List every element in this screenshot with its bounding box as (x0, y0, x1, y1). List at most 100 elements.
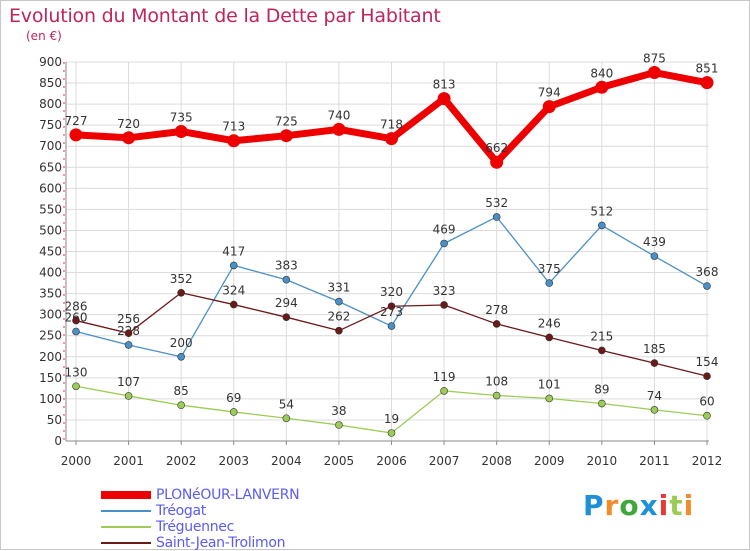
data-point (650, 359, 659, 367)
data-point (124, 341, 133, 349)
data-point (598, 399, 606, 408)
data-point (69, 128, 83, 142)
data-point (124, 392, 133, 400)
data-label: 323 (433, 284, 456, 298)
legend-item-plumbing: PLONéOUR-LANVERN (101, 487, 361, 503)
data-point (542, 100, 556, 114)
data-point (703, 372, 711, 380)
legend-swatch-saint-jean-trolimon (101, 542, 151, 544)
data-label: 19 (384, 412, 399, 426)
y-tick-label: 350 (39, 287, 62, 301)
data-label: 38 (331, 404, 346, 418)
data-label: 469 (433, 222, 456, 236)
data-label: 185 (643, 342, 666, 356)
x-tick-label: 2005 (324, 454, 355, 468)
data-label: 262 (327, 310, 350, 324)
chart-title: Evolution du Montant de la Dette par Hab… (9, 5, 441, 27)
data-label: 512 (590, 204, 613, 218)
data-point (122, 131, 136, 145)
data-point (332, 122, 346, 136)
data-point (335, 421, 343, 429)
data-label: 286 (65, 300, 88, 314)
data-label: 439 (643, 235, 666, 249)
y-tick-label: 700 (39, 139, 62, 153)
data-point (282, 414, 291, 423)
data-label: 256 (117, 312, 140, 326)
x-tick-label: 2009 (534, 454, 565, 468)
x-tick-label: 2006 (376, 454, 407, 468)
data-label: 69 (226, 391, 241, 405)
y-tick-label: 900 (39, 55, 62, 69)
proxiti-logo: Proxiti (583, 489, 694, 522)
x-tick-label: 2007 (429, 454, 460, 468)
data-point (650, 406, 659, 414)
data-label: 813 (433, 78, 456, 92)
y-tick-label: 850 (39, 76, 62, 90)
legend-swatch-treguennec (101, 526, 151, 528)
data-point (437, 92, 451, 106)
data-point (440, 387, 448, 395)
x-tick-label: 2000 (61, 454, 92, 468)
data-point (598, 221, 606, 230)
logo-letter: i (658, 489, 670, 522)
data-point (335, 326, 343, 335)
data-label: 246 (538, 316, 561, 330)
data-point (595, 80, 609, 94)
legend-label: Tréogat (156, 503, 206, 519)
data-point (545, 279, 554, 287)
logo-letter: o (619, 489, 640, 522)
data-label: 89 (594, 383, 609, 397)
y-tick-label: 200 (39, 350, 62, 364)
data-label: 718 (380, 118, 403, 132)
data-label: 107 (117, 375, 140, 389)
x-tick-label: 2002 (166, 454, 197, 468)
data-point (598, 346, 606, 355)
data-point (177, 401, 185, 410)
data-point (385, 132, 398, 146)
logo-letter: r (604, 489, 620, 522)
data-label: 735 (170, 110, 193, 124)
y-tick-label: 800 (39, 97, 62, 111)
data-label: 215 (590, 329, 613, 343)
data-label: 720 (117, 117, 140, 131)
data-label: 713 (222, 120, 245, 134)
data-point (387, 302, 396, 311)
data-point (387, 429, 396, 437)
data-point (279, 129, 293, 143)
y-tick-label: 0 (54, 434, 62, 448)
data-point (282, 313, 291, 321)
data-label: 60 (699, 395, 714, 409)
data-point (647, 66, 661, 80)
y-tick-label: 650 (39, 160, 62, 174)
data-point (72, 382, 80, 391)
data-label: 375 (538, 262, 561, 276)
data-point (545, 394, 554, 403)
data-point (440, 301, 448, 309)
data-label: 154 (696, 355, 719, 369)
data-point (229, 261, 238, 270)
legend-label: Tréguennec (156, 519, 234, 535)
data-label: 85 (174, 384, 189, 398)
data-point (545, 333, 554, 342)
data-point (440, 239, 448, 248)
data-point (229, 300, 238, 309)
data-point (282, 275, 291, 284)
data-label: 840 (590, 66, 613, 80)
data-label: 740 (327, 108, 350, 122)
legend-label: PLONéOUR-LANVERN (156, 487, 300, 503)
data-label: 383 (275, 259, 298, 273)
x-tick-label: 2001 (113, 454, 144, 468)
y-tick-label: 450 (39, 245, 62, 259)
y-tick-label: 50 (47, 413, 62, 427)
y-tick-label: 100 (39, 392, 62, 406)
y-tick-label: 500 (39, 223, 62, 237)
data-label: 108 (485, 375, 508, 389)
logo-letter: P (583, 489, 605, 522)
data-point (227, 134, 241, 148)
data-label: 851 (696, 62, 719, 76)
y-tick-label: 300 (39, 308, 62, 322)
data-label: 725 (275, 115, 298, 129)
data-point (492, 213, 501, 221)
data-label: 368 (696, 265, 719, 279)
